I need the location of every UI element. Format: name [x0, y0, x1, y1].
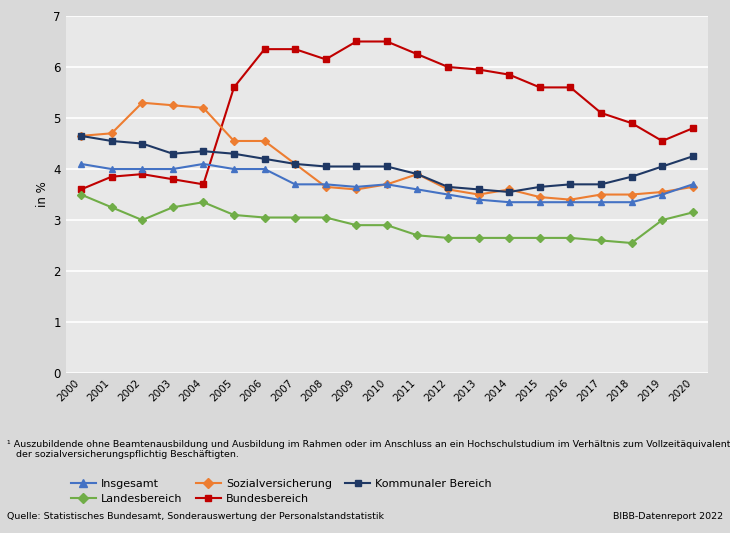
Y-axis label: in %: in % [36, 182, 49, 207]
Text: der sozialversicherungspflichtig Beschäftigten.: der sozialversicherungspflichtig Beschäf… [7, 450, 239, 459]
Text: BIBB-Datenreport 2022: BIBB-Datenreport 2022 [612, 512, 723, 521]
Text: Quelle: Statistisches Bundesamt, Sonderauswertung der Personalstandstatistik: Quelle: Statistisches Bundesamt, Sondera… [7, 512, 384, 521]
Text: ¹ Auszubildende ohne Beamtenausbildung und Ausbildung im Rahmen oder im Anschlus: ¹ Auszubildende ohne Beamtenausbildung u… [7, 440, 730, 449]
Legend: Insgesamt, Landesbereich, Sozialversicherung, Bundesbereich, Kommunaler Bereich: Insgesamt, Landesbereich, Sozialversiche… [72, 479, 492, 504]
